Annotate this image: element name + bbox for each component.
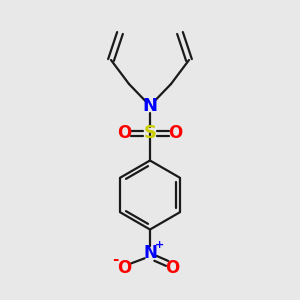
Text: N: N xyxy=(143,244,157,262)
Text: O: O xyxy=(117,259,132,277)
Text: O: O xyxy=(168,124,183,142)
Text: O: O xyxy=(165,259,180,277)
Text: -: - xyxy=(112,252,119,267)
Text: S: S xyxy=(143,124,157,142)
Text: N: N xyxy=(142,98,158,116)
Text: +: + xyxy=(154,239,164,250)
Text: O: O xyxy=(117,124,132,142)
